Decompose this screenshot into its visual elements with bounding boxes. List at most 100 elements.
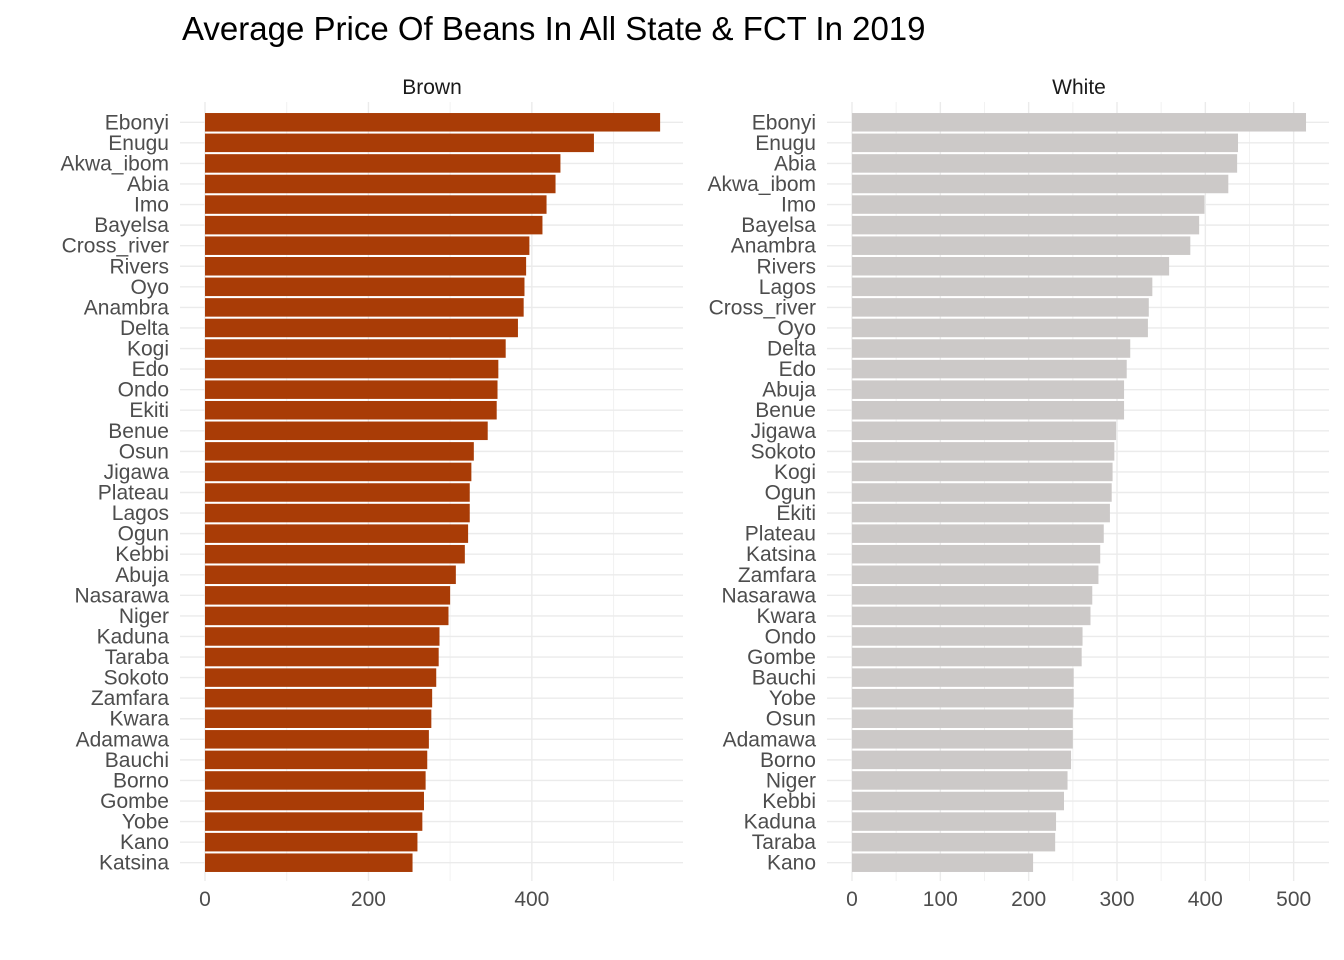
bar-nasarawa bbox=[852, 586, 1093, 605]
bar-edo bbox=[852, 359, 1127, 379]
category-label: Delta bbox=[120, 317, 169, 340]
category-label: Enugu bbox=[755, 132, 816, 155]
facet-label: White bbox=[1052, 76, 1106, 99]
category-label: Ogun bbox=[765, 482, 816, 505]
category-label: Kwara bbox=[756, 605, 816, 628]
bar-osun bbox=[205, 442, 474, 461]
bar-enugu bbox=[852, 133, 1239, 153]
category-label: Oyo bbox=[130, 276, 169, 299]
category-label: Kano bbox=[120, 831, 169, 854]
category-label: Ebonyi bbox=[752, 111, 816, 134]
bar-ogun bbox=[205, 524, 469, 543]
bar-gombe bbox=[852, 647, 1082, 667]
bar-jigawa bbox=[852, 421, 1117, 441]
bar-bayelsa bbox=[852, 215, 1200, 235]
x-tick-label: 500 bbox=[1276, 888, 1311, 911]
category-label: Anambra bbox=[731, 235, 817, 258]
bar-yobe bbox=[852, 688, 1074, 708]
bar-kogi bbox=[205, 339, 506, 358]
bar-taraba bbox=[852, 832, 1056, 852]
bar-ekiti bbox=[205, 400, 497, 420]
bar-plateau bbox=[205, 483, 470, 502]
bar-ebonyi bbox=[852, 113, 1307, 132]
category-label: Ekiti bbox=[129, 399, 169, 422]
category-label: Kogi bbox=[774, 461, 816, 484]
category-label: Osun bbox=[119, 440, 169, 463]
category-label: Imo bbox=[781, 194, 816, 217]
bar-yobe bbox=[205, 812, 423, 831]
category-label: Taraba bbox=[752, 831, 817, 854]
category-label: Rivers bbox=[109, 255, 169, 278]
bar-ekiti bbox=[852, 503, 1110, 523]
category-label: Ogun bbox=[118, 523, 169, 546]
bar-anambra bbox=[852, 236, 1191, 255]
category-label: Adamawa bbox=[723, 728, 817, 751]
bar-niger bbox=[205, 606, 449, 626]
category-label: Zamfara bbox=[91, 687, 170, 710]
bar-kwara bbox=[852, 606, 1091, 626]
bar-benue bbox=[852, 400, 1125, 420]
category-label: Bauchi bbox=[105, 749, 169, 772]
category-label: Kebbi bbox=[762, 790, 816, 813]
bar-rivers bbox=[852, 257, 1170, 276]
category-label: Edo bbox=[779, 358, 816, 381]
category-label: Lagos bbox=[112, 502, 169, 525]
panel-brown: EbonyiEnuguAkwa_ibomAbiaImoBayelsaCross_… bbox=[60, 76, 683, 911]
bar-kano bbox=[852, 853, 1034, 872]
category-label: Edo bbox=[132, 358, 169, 381]
bar-delta bbox=[852, 339, 1131, 358]
bar-bayelsa bbox=[205, 215, 543, 235]
bar-enugu bbox=[205, 133, 594, 153]
category-label: Kaduna bbox=[97, 625, 170, 648]
x-tick-label: 100 bbox=[923, 888, 958, 911]
bar-bauchi bbox=[852, 668, 1074, 687]
category-label: Ebonyi bbox=[105, 111, 169, 134]
bar-ebonyi bbox=[205, 113, 661, 132]
bar-bauchi bbox=[205, 750, 428, 770]
bar-adamawa bbox=[205, 730, 429, 749]
category-label: Delta bbox=[767, 338, 816, 361]
category-label: Enugu bbox=[108, 132, 169, 155]
category-label: Abuja bbox=[115, 564, 169, 587]
bar-oyo bbox=[205, 277, 525, 297]
category-label: Abuja bbox=[762, 379, 816, 402]
bar-katsina bbox=[205, 853, 413, 872]
category-label: Niger bbox=[119, 605, 169, 628]
bar-abuja bbox=[205, 565, 456, 585]
category-label: Zamfara bbox=[738, 564, 817, 587]
bar-kwara bbox=[205, 709, 432, 728]
bar-abia bbox=[205, 174, 556, 194]
category-label: Bayelsa bbox=[741, 214, 816, 237]
category-label: Anambra bbox=[84, 296, 170, 319]
facet-label: Brown bbox=[402, 76, 462, 99]
category-label: Sokoto bbox=[751, 440, 816, 463]
bar-edo bbox=[205, 359, 499, 379]
bar-zamfara bbox=[852, 565, 1099, 585]
category-label: Kaduna bbox=[744, 811, 817, 834]
bar-adamawa bbox=[852, 730, 1073, 749]
bar-cross_river bbox=[205, 236, 530, 255]
x-tick-label: 300 bbox=[1099, 888, 1134, 911]
category-label: Nasarawa bbox=[74, 584, 169, 607]
category-label: Gombe bbox=[747, 646, 816, 669]
category-label: Imo bbox=[134, 194, 169, 217]
category-label: Abia bbox=[774, 152, 816, 175]
bar-kebbi bbox=[205, 544, 465, 564]
category-label: Kebbi bbox=[115, 543, 169, 566]
panel-white: EbonyiEnuguAbiaAkwa_ibomImoBayelsaAnambr… bbox=[707, 76, 1329, 911]
bar-sokoto bbox=[852, 442, 1115, 461]
bar-cross_river bbox=[852, 298, 1149, 317]
bar-plateau bbox=[852, 524, 1104, 543]
category-label: Abia bbox=[127, 173, 169, 196]
bar-borno bbox=[205, 771, 426, 790]
bar-taraba bbox=[205, 647, 439, 667]
x-tick-label: 0 bbox=[199, 888, 211, 911]
category-label: Niger bbox=[766, 769, 816, 792]
category-label: Kano bbox=[767, 852, 816, 875]
bar-ondo bbox=[852, 627, 1083, 646]
category-label: Taraba bbox=[105, 646, 170, 669]
category-label: Ondo bbox=[765, 625, 816, 648]
category-label: Bauchi bbox=[752, 667, 816, 690]
bar-borno bbox=[852, 750, 1072, 770]
